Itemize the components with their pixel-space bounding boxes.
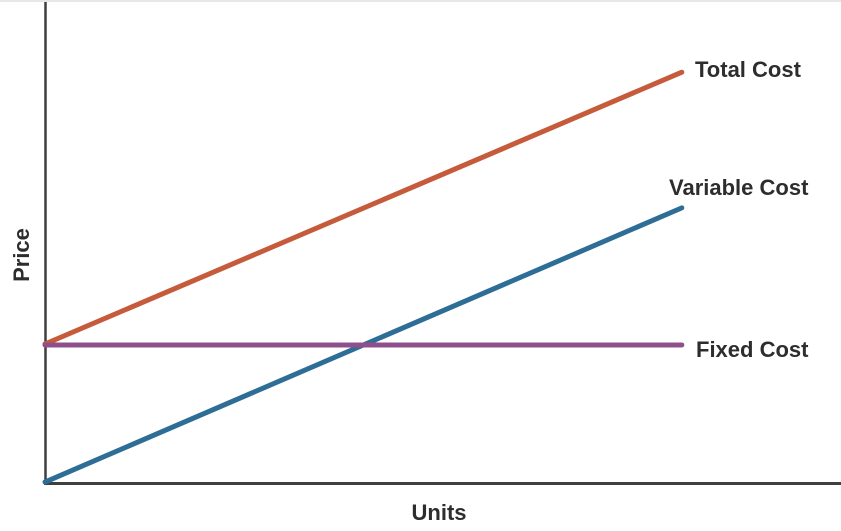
x-axis-label: Units (411, 500, 467, 525)
y-axis-label: Price (9, 228, 34, 282)
figure-top-rule (0, 0, 841, 2)
series-lines-group (42, 69, 685, 485)
series-line-total-cost (42, 69, 685, 347)
series-label-variable-cost: Variable Cost (669, 175, 809, 200)
series-label-total-cost: Total Cost (695, 57, 801, 82)
series-label-fixed-cost: Fixed Cost (696, 337, 809, 362)
